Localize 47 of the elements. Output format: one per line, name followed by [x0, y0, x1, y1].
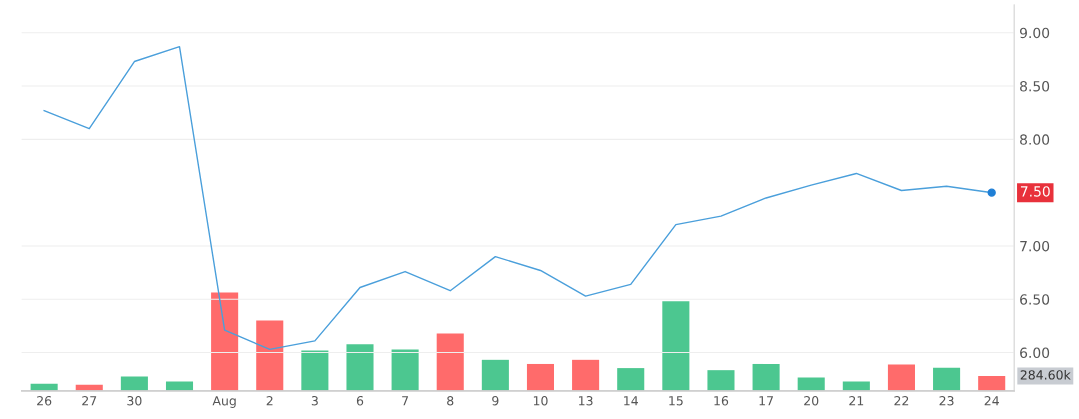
bar	[436, 333, 464, 391]
x-tick-label: 2	[266, 396, 273, 406]
x-tick-label: 9	[492, 396, 499, 406]
bar	[572, 359, 600, 391]
x-tick-label: 30	[127, 396, 142, 406]
y-tick-label: 9.00	[1020, 27, 1050, 39]
x-tick-label: 7	[402, 396, 409, 406]
bar	[256, 320, 284, 391]
x-tick-label: 16	[714, 396, 729, 406]
x-tick-label: 8	[447, 396, 454, 406]
bar	[346, 344, 374, 391]
x-tick-label: 15	[669, 396, 683, 406]
x-tick-label: Aug	[212, 396, 236, 408]
bar	[526, 363, 555, 391]
x-tick-label: 13	[579, 396, 593, 406]
y-tick-label: 6.00	[1020, 347, 1050, 359]
y-tick-label: 6.50	[1020, 294, 1050, 305]
bar	[211, 292, 239, 391]
x-tick-label: 22	[894, 396, 909, 406]
bar	[391, 349, 419, 391]
x-tick-label: 24	[984, 396, 999, 406]
x-tick-label: 10	[533, 396, 548, 406]
y-tick-label: 8.00	[1020, 134, 1050, 145]
x-tick-label: 20	[804, 396, 819, 406]
x-tick-label: 14	[624, 396, 638, 406]
bar	[662, 301, 690, 391]
x-tick-label: 6	[356, 396, 364, 406]
bar	[978, 375, 1006, 391]
x-tick-label: 26	[37, 396, 52, 406]
bar	[120, 376, 148, 391]
bar	[481, 359, 509, 391]
y-tick-label: 8.50	[1020, 81, 1050, 92]
bar	[752, 363, 780, 391]
bar	[301, 350, 329, 391]
bar	[887, 364, 915, 391]
x-tick-label: 23	[939, 396, 954, 406]
bar	[797, 377, 825, 391]
bar	[617, 368, 645, 391]
y-tick-label: 7.00	[1020, 240, 1050, 252]
x-tick-label: 3	[311, 396, 318, 406]
bar	[707, 370, 735, 391]
text: 284.60k	[1020, 369, 1071, 380]
text: 7.50	[1020, 186, 1050, 197]
bar	[933, 367, 961, 391]
x-tick-label: 21	[849, 396, 864, 406]
x-tick-label: 17	[759, 396, 773, 406]
x-tick-label: 27	[82, 396, 97, 406]
